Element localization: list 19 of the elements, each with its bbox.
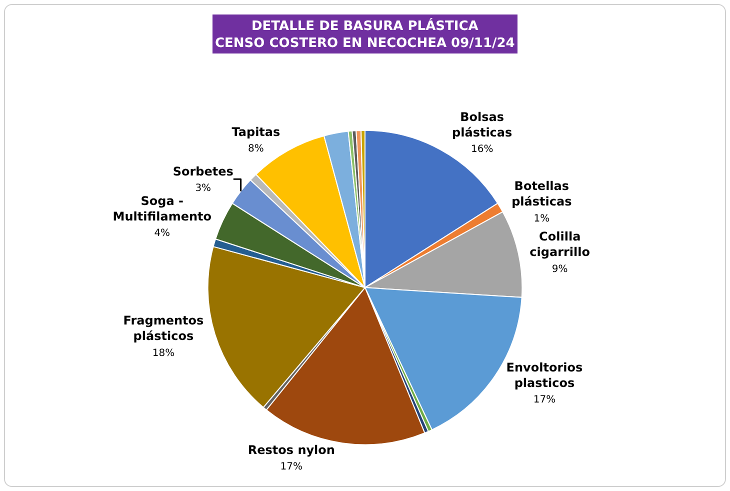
slice-label: Tapitas: [232, 124, 280, 139]
slice-label: Restos nylon: [248, 442, 335, 457]
slice-label: Bolsas plásticas: [452, 110, 512, 140]
data-label: 17%: [533, 394, 556, 406]
slice-label: Envoltorios plasticos: [506, 360, 583, 390]
data-label: 9%: [552, 264, 568, 275]
slice-label: Sorbetes: [172, 164, 234, 178]
slice-label: Soga - Multifilamento: [112, 194, 212, 224]
data-label: 17%: [280, 461, 303, 472]
data-label: 16%: [470, 144, 494, 156]
slice-label: Colilla cigarrillo: [530, 230, 590, 260]
slice-label: Fragmentos plásticos: [123, 314, 204, 344]
data-label: 8%: [248, 143, 264, 154]
chart-title: DETALLE DE BASURA PLÁSTICA CENSO COSTERO EN NECOCHEA 09/11/24: [215, 17, 515, 51]
data-label: 1%: [534, 213, 550, 224]
data-label: 3%: [195, 182, 212, 194]
slice-label: Botellas plásticas: [512, 179, 572, 209]
data-label: 4%: [154, 228, 170, 240]
data-label: 18%: [152, 348, 175, 359]
